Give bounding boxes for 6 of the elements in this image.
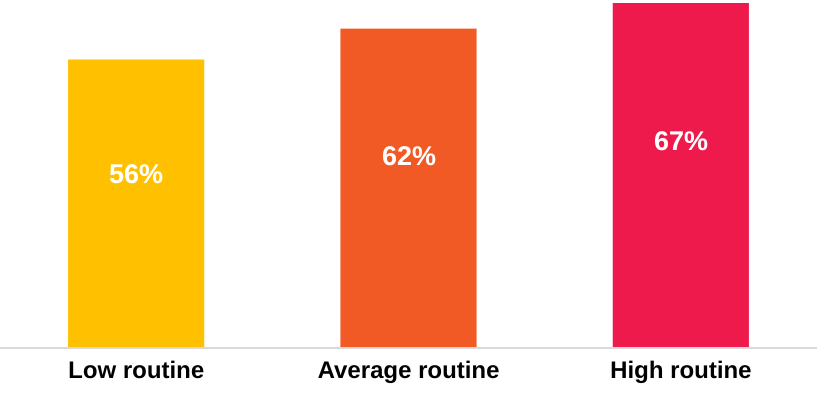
data-label: 67% bbox=[654, 126, 708, 156]
x-tick-label: High routine bbox=[610, 356, 752, 384]
data-label: 56% bbox=[109, 159, 164, 189]
data-label: 62% bbox=[382, 141, 436, 171]
x-tick-label: Average routine bbox=[318, 356, 500, 384]
x-tick-label: Low routine bbox=[68, 356, 204, 384]
